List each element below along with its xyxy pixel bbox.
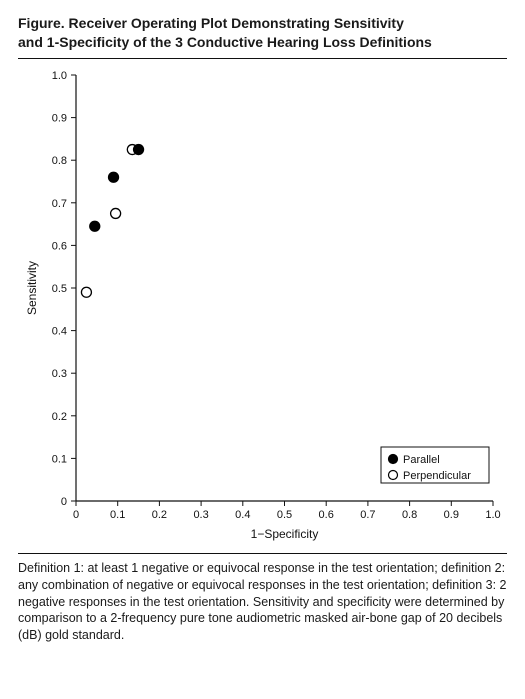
x-axis-label: 1−Specificity xyxy=(251,527,319,541)
point-parallel xyxy=(134,144,144,154)
y-axis-label: Sensitivity xyxy=(25,261,39,315)
caption-rule xyxy=(18,553,507,554)
y-tick-label: 0 xyxy=(61,496,67,508)
legend-marker-filled-icon xyxy=(389,454,398,463)
title-line-2: and 1-Specificity of the 3 Conductive He… xyxy=(18,34,432,50)
x-tick-label: 0.2 xyxy=(152,509,167,521)
roc-svg: 0 0.1 0.2 0.3 0.4 0.5 0.6 0.7 0.8 0.9 1.0 0 0.1 0.2 0.… xyxy=(18,67,507,547)
title-line-1: Figure. Receiver Operating Plot Demonstr… xyxy=(18,15,404,31)
y-tick-label: 0.2 xyxy=(52,411,67,423)
x-tick-label: 0.9 xyxy=(444,509,459,521)
point-perpendicular xyxy=(111,208,121,218)
figure-title: Figure. Receiver Operating Plot Demonstr… xyxy=(18,14,507,52)
x-tick-label: 0.7 xyxy=(360,509,375,521)
legend-marker-open-icon xyxy=(389,470,398,479)
title-rule xyxy=(18,58,507,59)
y-tick-label: 0.1 xyxy=(52,453,67,465)
x-tick-label: 0.4 xyxy=(235,509,250,521)
figure-page: Figure. Receiver Operating Plot Demonstr… xyxy=(0,0,525,699)
x-tick-label: 1.0 xyxy=(485,509,500,521)
y-tick-label: 0.5 xyxy=(52,283,67,295)
point-perpendicular xyxy=(81,287,91,297)
point-parallel xyxy=(109,172,119,182)
x-tick-label: 0.6 xyxy=(319,509,334,521)
legend-label: Perpendicular xyxy=(403,470,471,482)
y-tick-label: 0.3 xyxy=(52,368,67,380)
x-tick-label: 0.8 xyxy=(402,509,417,521)
y-tick-label: 0.6 xyxy=(52,240,67,252)
roc-chart: 0 0.1 0.2 0.3 0.4 0.5 0.6 0.7 0.8 0.9 1.0 0 0.1 0.2 0.… xyxy=(18,67,507,547)
y-tick-label: 0.9 xyxy=(52,112,67,124)
y-tick-label: 0.7 xyxy=(52,198,67,210)
x-tick-label: 0.1 xyxy=(110,509,125,521)
y-tick-label: 0.8 xyxy=(52,155,67,167)
point-parallel xyxy=(90,221,100,231)
y-tick-label: 1.0 xyxy=(52,70,67,82)
legend: Parallel Perpendicular xyxy=(381,447,489,483)
y-tick-label: 0.4 xyxy=(52,325,67,337)
x-tick-label: 0.5 xyxy=(277,509,292,521)
legend-label: Parallel xyxy=(403,454,440,466)
x-tick-label: 0.3 xyxy=(193,509,208,521)
x-tick-label: 0 xyxy=(73,509,79,521)
figure-caption: Definition 1: at least 1 negative or equ… xyxy=(18,560,507,644)
